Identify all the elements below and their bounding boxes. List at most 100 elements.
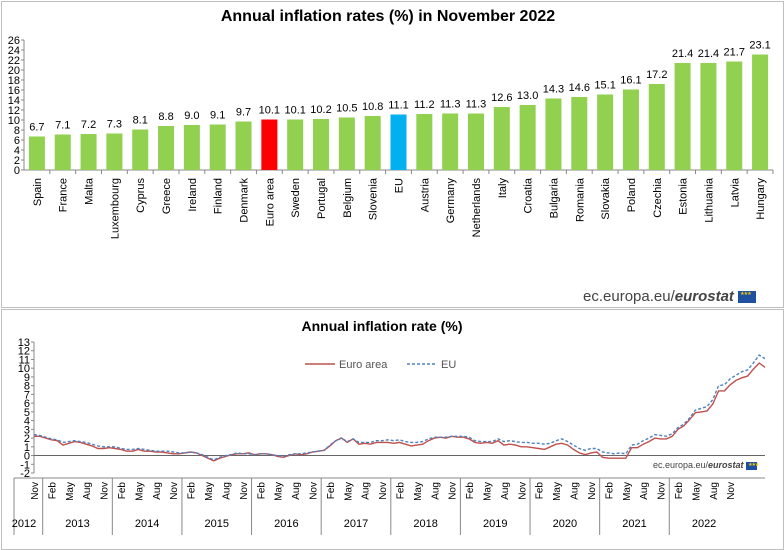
bar-value-label: 11.3 [466,99,487,111]
x-month-label: Nov [239,482,250,500]
x-month-label: May [552,482,563,501]
series-line-eu [33,354,766,461]
bar-netherlands [467,113,484,170]
y-tick-label: 26 [8,35,20,47]
x-year-label: 2012 [12,518,36,530]
bar-value-label: 9.7 [236,107,251,119]
eurostat-credit-small: ec.europa.eu/eurostat [653,460,759,470]
x-month-label: Aug [639,482,650,500]
x-month-label: Nov [587,482,598,500]
bar-value-label: 7.1 [55,120,70,132]
bar-value-label: 16.1 [620,75,641,87]
credit-site: ec.europa.eu/ [653,460,709,470]
bar-value-label: 15.1 [594,80,615,92]
y-tick-label: 4 [24,416,30,428]
y-tick-label: 11 [19,354,30,366]
bar-belgium [338,117,355,170]
x-month-label: Nov [308,482,319,500]
x-category-label: Ireland [187,178,199,212]
y-tick-label: -2 [20,468,30,480]
bar-slovakia [597,94,614,170]
x-year-label: 2020 [553,518,577,530]
x-month-label: May [691,482,702,501]
bar-value-label: 10.1 [259,105,280,117]
bar-italy [493,107,510,170]
x-category-label: Austria [419,177,431,212]
x-category-label: Portugal [316,178,328,219]
y-tick-label: 8 [14,125,20,137]
bar-sweden [287,119,304,170]
bar-greece [158,126,175,170]
x-category-label: Denmark [239,178,251,223]
bar-portugal [313,119,330,170]
eurostat-credit: ec.europa.eu/eurostat [583,288,757,305]
line-chart-panel: Annual inflation rate (%) -2 -1 0 1 2 3 4 5 6 7 8 9 1… [1,309,784,550]
x-month-label: Feb [396,482,407,500]
x-month-label: Aug [291,482,302,500]
y-tick-label: 7 [24,389,30,401]
bar-malta [80,134,97,170]
y-tick-label: 6 [14,135,20,147]
x-category-label: France [58,178,70,212]
bar-value-label: 6.7 [29,122,44,134]
bar-eu [390,114,407,170]
bar-value-label: 9.0 [184,110,199,122]
y-tick-label: -1 [20,459,30,471]
bar-value-label: 11.3 [440,99,461,111]
x-month-label: Aug [221,482,232,500]
y-tick-label: 16 [8,85,20,97]
x-category-label: Croatia [523,177,535,213]
series-line-euro-area [34,362,766,462]
x-year-label: 2021 [622,518,646,530]
x-month-label: May [343,482,354,501]
bar-value-label: 8.1 [133,115,148,127]
x-month-label: Feb [604,482,615,500]
bar-value-label: 7.3 [107,119,122,131]
y-tick-label: 3 [24,424,30,436]
x-category-label: Hungary [755,178,767,220]
x-month-label: May [622,482,633,501]
bar-value-label: 8.8 [158,111,173,123]
bar-estonia [674,63,691,170]
y-tick-label: 18 [8,75,20,87]
x-category-label: Sweden [290,178,302,218]
bar-denmark [235,121,252,170]
bar-luxembourg [106,133,123,170]
bar-latvia [726,61,743,170]
x-year-label: 2014 [135,518,159,530]
bar-ireland [183,125,200,170]
bar-value-label: 11.1 [388,100,409,112]
bar-value-label: 17.2 [646,69,667,81]
y-tick-label: 2 [14,155,20,167]
x-year-label: 2022 [692,518,716,530]
x-category-label: Belgium [342,178,354,218]
eu-flag-icon [738,291,757,304]
x-month-label: May [204,482,215,501]
credit-brand: eurostat [708,460,744,470]
bar-value-label: 14.6 [569,82,590,94]
bar-value-label: 21.4 [672,48,693,60]
x-year-label: 2017 [344,518,368,530]
x-category-label: Slovakia [600,177,612,219]
chart-title: Annual inflation rate (%) [302,318,463,334]
x-month-label: Nov [448,482,459,500]
y-tick-label: 10 [18,363,30,375]
bar-value-label: 14.3 [543,84,564,96]
y-tick-label: 6 [24,398,30,410]
x-category-label: Czechia [652,177,664,218]
bar-chart-panel: Annual inflation rates (%) in November 2… [1,1,784,308]
bar-value-label: 9.1 [210,110,225,122]
bar-poland [622,89,639,170]
x-month-label: Aug [361,482,372,500]
y-tick-label: 24 [8,45,20,57]
bar-value-label: 7.2 [81,119,96,131]
x-category-label: Estonia [678,177,690,215]
x-month-label: Aug [430,482,441,500]
credit-site: ec.europa.eu/ [583,288,675,305]
x-month-label: Feb [674,482,685,500]
x-month-label: Feb [47,482,58,500]
x-category-label: EU [394,178,406,193]
x-month-label: Nov [517,482,528,500]
bar-czechia [648,84,665,170]
bar-value-label: 10.2 [310,104,331,116]
